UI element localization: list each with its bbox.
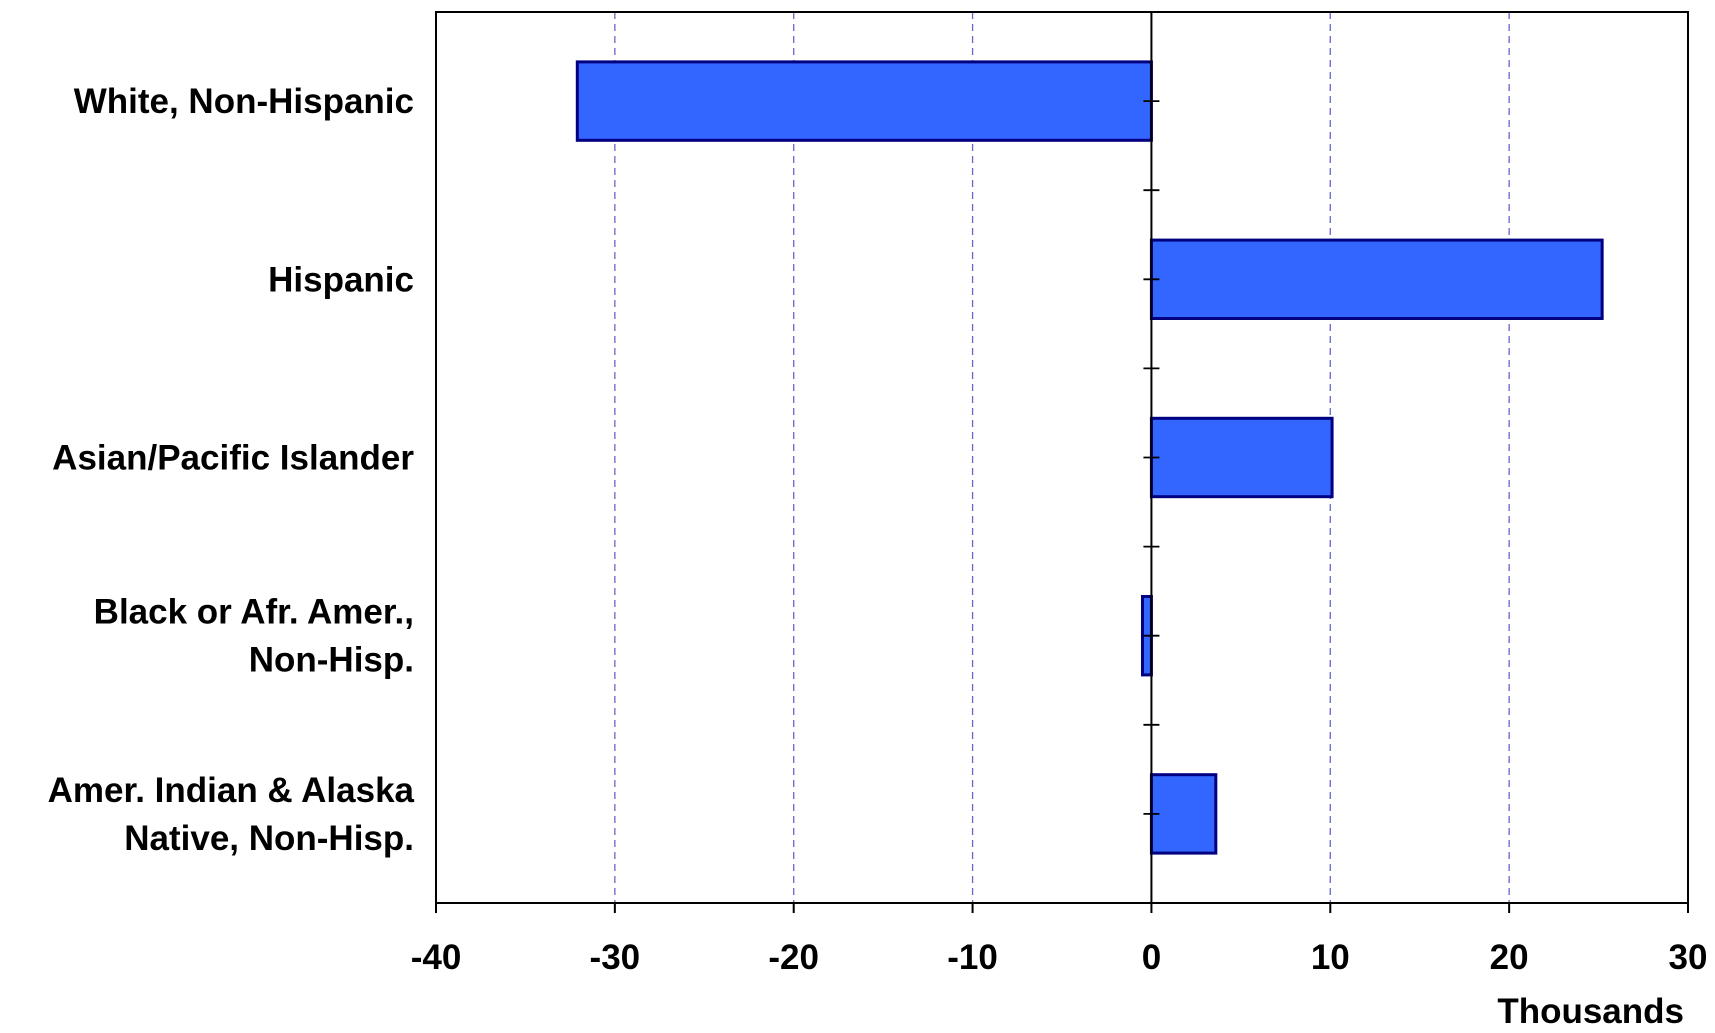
gridlines [614, 12, 1510, 903]
axes [435, 11, 1689, 913]
x-axis-title: Thousands [1497, 992, 1684, 1028]
x-tick-label: 30 [1669, 938, 1708, 977]
bar [575, 60, 1153, 142]
x-tick-label: -20 [768, 938, 819, 977]
plot-frame [435, 11, 1689, 904]
category-label: Amer. Indian & Alaska [48, 771, 415, 810]
x-tick-label: 0 [1142, 938, 1161, 977]
bar [1149, 238, 1604, 321]
category-label: Hispanic [268, 260, 414, 299]
x-tick-label: -40 [411, 938, 462, 977]
x-tick-label: 10 [1311, 938, 1350, 977]
category-label: White, Non-Hispanic [74, 82, 414, 121]
bars [575, 60, 1604, 855]
labels: -40 -30 -20 -10 0 10 20 30 Thousands White, Non-H… [48, 82, 1708, 1031]
category-label: Black or Afr. Amer., [94, 593, 414, 632]
x-tick-label: -10 [947, 938, 998, 977]
x-tick-label: -30 [590, 938, 641, 977]
category-label: Asian/Pacific Islander [52, 439, 414, 478]
category-label: Native, Non-Hisp. [124, 819, 414, 858]
bar [1149, 773, 1218, 855]
x-tick-label: 20 [1490, 938, 1529, 977]
category-label: Non-Hisp. [249, 641, 414, 680]
bar [1149, 416, 1334, 499]
